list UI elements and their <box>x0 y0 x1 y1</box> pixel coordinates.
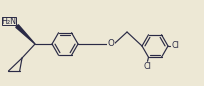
Text: Cl: Cl <box>143 62 151 71</box>
Text: Cl: Cl <box>170 42 178 50</box>
Polygon shape <box>16 25 35 44</box>
Text: H₂N: H₂N <box>2 17 17 26</box>
Text: O: O <box>107 39 114 49</box>
FancyBboxPatch shape <box>2 17 16 25</box>
